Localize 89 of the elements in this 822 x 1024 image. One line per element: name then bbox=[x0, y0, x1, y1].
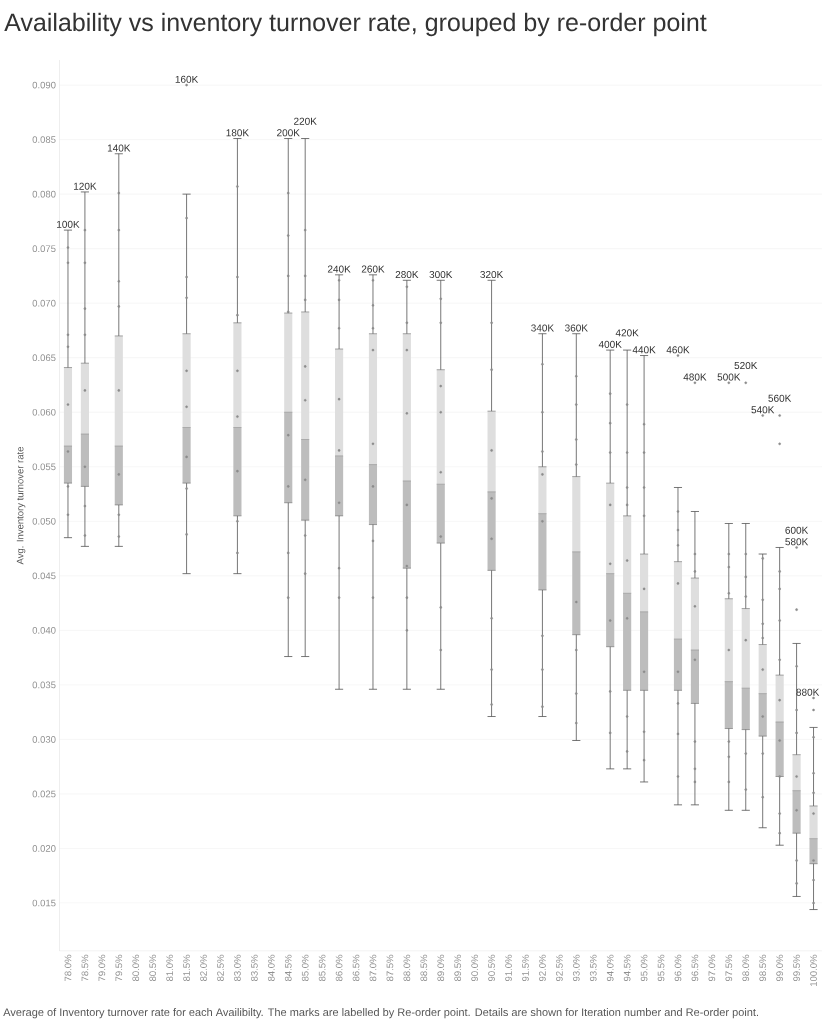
x-tick-label: 97.5% bbox=[725, 954, 733, 982]
y-tick-label: 0.065 bbox=[32, 354, 56, 362]
x-tick-label: 94.5% bbox=[623, 954, 631, 982]
x-tick-label: 91.0% bbox=[505, 954, 512, 982]
annotation: 480K bbox=[683, 373, 707, 381]
x-tick-label: 95.0% bbox=[640, 954, 648, 982]
x-tick-label: 80.0% bbox=[132, 954, 140, 982]
x-tick-label: 93.5% bbox=[589, 954, 597, 982]
x-tick-label: 86.5% bbox=[352, 954, 360, 982]
x-tick-label: 83.0% bbox=[234, 954, 241, 982]
x-tick-label: 88.5% bbox=[420, 954, 428, 982]
y-tick-label: 0.030 bbox=[32, 736, 56, 743]
x-tick-label: 86.0% bbox=[335, 954, 343, 982]
x-tick-label: 90.5% bbox=[488, 954, 495, 982]
annotation: 600K bbox=[785, 526, 809, 534]
y-tick-label: 0.090 bbox=[32, 81, 56, 89]
x-tick-label: 87.5% bbox=[386, 954, 394, 982]
y-tick-label: 0.070 bbox=[32, 299, 56, 307]
annotation: 440K bbox=[632, 346, 656, 354]
x-tick-label: 96.5% bbox=[691, 954, 699, 982]
annotation: 200K bbox=[277, 129, 300, 137]
y-tick-label: 0.020 bbox=[32, 845, 56, 852]
annotation: 360K bbox=[565, 324, 588, 332]
x-tick-label: 82.5% bbox=[217, 954, 224, 982]
x-tick-label: 92.0% bbox=[539, 954, 546, 982]
x-tick-label: 91.5% bbox=[522, 954, 529, 982]
x-tick-label: 99.5% bbox=[793, 954, 800, 982]
annotation: 140K bbox=[107, 144, 131, 152]
annotation: 500K bbox=[717, 373, 741, 381]
x-tick-label: 88.0% bbox=[403, 954, 411, 982]
x-tick-label: 90.0% bbox=[471, 954, 479, 982]
annotation: 280K bbox=[395, 271, 419, 279]
annotation: 100K bbox=[57, 220, 80, 228]
y-tick-label: 0.040 bbox=[32, 627, 56, 634]
annotation: 120K bbox=[74, 182, 97, 190]
x-tick-label: 82.0% bbox=[200, 954, 207, 982]
y-tick-label: 0.015 bbox=[32, 899, 56, 907]
y-axis-title: Avg. Inventory turnover rate bbox=[16, 446, 26, 565]
x-tick-label: 84.5% bbox=[284, 954, 292, 982]
annotation: 180K bbox=[226, 129, 249, 137]
y-tick-label: 0.045 bbox=[32, 572, 56, 580]
annotation: 400K bbox=[598, 340, 622, 348]
x-tick-label: 78.0% bbox=[64, 954, 72, 981]
x-tick-label: 89.5% bbox=[454, 954, 462, 982]
x-tick-label: 94.0% bbox=[606, 954, 614, 982]
x-tick-label: 85.5% bbox=[318, 954, 326, 982]
x-tick-label: 92.5% bbox=[556, 954, 563, 982]
x-tick-label: 87.0% bbox=[369, 954, 377, 982]
y-tick-label: 0.085 bbox=[32, 136, 56, 143]
x-tick-label: 83.5% bbox=[251, 954, 258, 982]
x-tick-label: 100.0% bbox=[810, 954, 817, 987]
text: Average of Inventory turnover rate for each Availibilty. The marks are labelled by Re-order point. Details are shown for Iteration number and Re-order point. bbox=[3, 1008, 759, 1019]
y-tick-label: 0.075 bbox=[32, 245, 56, 253]
annotation: 560K bbox=[768, 394, 792, 402]
x-tick-label: 95.5% bbox=[657, 954, 665, 982]
annotation: 240K bbox=[327, 265, 351, 273]
y-tick-label: 0.025 bbox=[32, 790, 56, 798]
annotation: 520K bbox=[734, 362, 758, 370]
y-tick-label: 0.050 bbox=[32, 517, 56, 525]
annotation: 540K bbox=[751, 406, 775, 414]
x-tick-label: 81.0% bbox=[166, 954, 173, 982]
x-tick-label: 99.0% bbox=[776, 954, 784, 982]
x-tick-label: 78.5% bbox=[81, 954, 89, 981]
x-tick-label: 84.0% bbox=[267, 954, 275, 982]
x-tick-label: 85.0% bbox=[301, 954, 309, 982]
x-tick-label: 98.5% bbox=[759, 954, 767, 982]
y-tick-label: 0.060 bbox=[32, 408, 56, 416]
chart-title: Availability vs inventory turnover rate, grouped by re-order point bbox=[4, 12, 707, 37]
x-tick-label: 79.0% bbox=[98, 954, 106, 981]
x-tick-label: 89.0% bbox=[437, 954, 445, 982]
x-tick-label: 79.5% bbox=[115, 954, 123, 981]
annotation: 220K bbox=[294, 117, 317, 125]
annotation: 460K bbox=[666, 346, 690, 354]
x-tick-label: 96.0% bbox=[674, 954, 682, 982]
annotation: 160K bbox=[175, 75, 199, 83]
annotation: 340K bbox=[531, 324, 554, 332]
x-tick-label: 98.0% bbox=[742, 954, 750, 982]
annotation: 300K bbox=[429, 271, 453, 279]
y-tick-label: 0.080 bbox=[32, 190, 56, 198]
annotation: 320K bbox=[480, 271, 504, 279]
x-tick-label: 93.0% bbox=[572, 954, 580, 982]
x-tick-label: 80.5% bbox=[149, 954, 157, 982]
annotation: 420K bbox=[615, 329, 639, 337]
annotation: 260K bbox=[361, 265, 385, 273]
x-tick-label: 81.5% bbox=[183, 954, 190, 982]
y-tick-label: 0.055 bbox=[32, 463, 56, 471]
annotation: 580K bbox=[785, 538, 809, 546]
y-tick-label: 0.035 bbox=[32, 681, 56, 689]
x-tick-label: 97.0% bbox=[708, 954, 716, 982]
